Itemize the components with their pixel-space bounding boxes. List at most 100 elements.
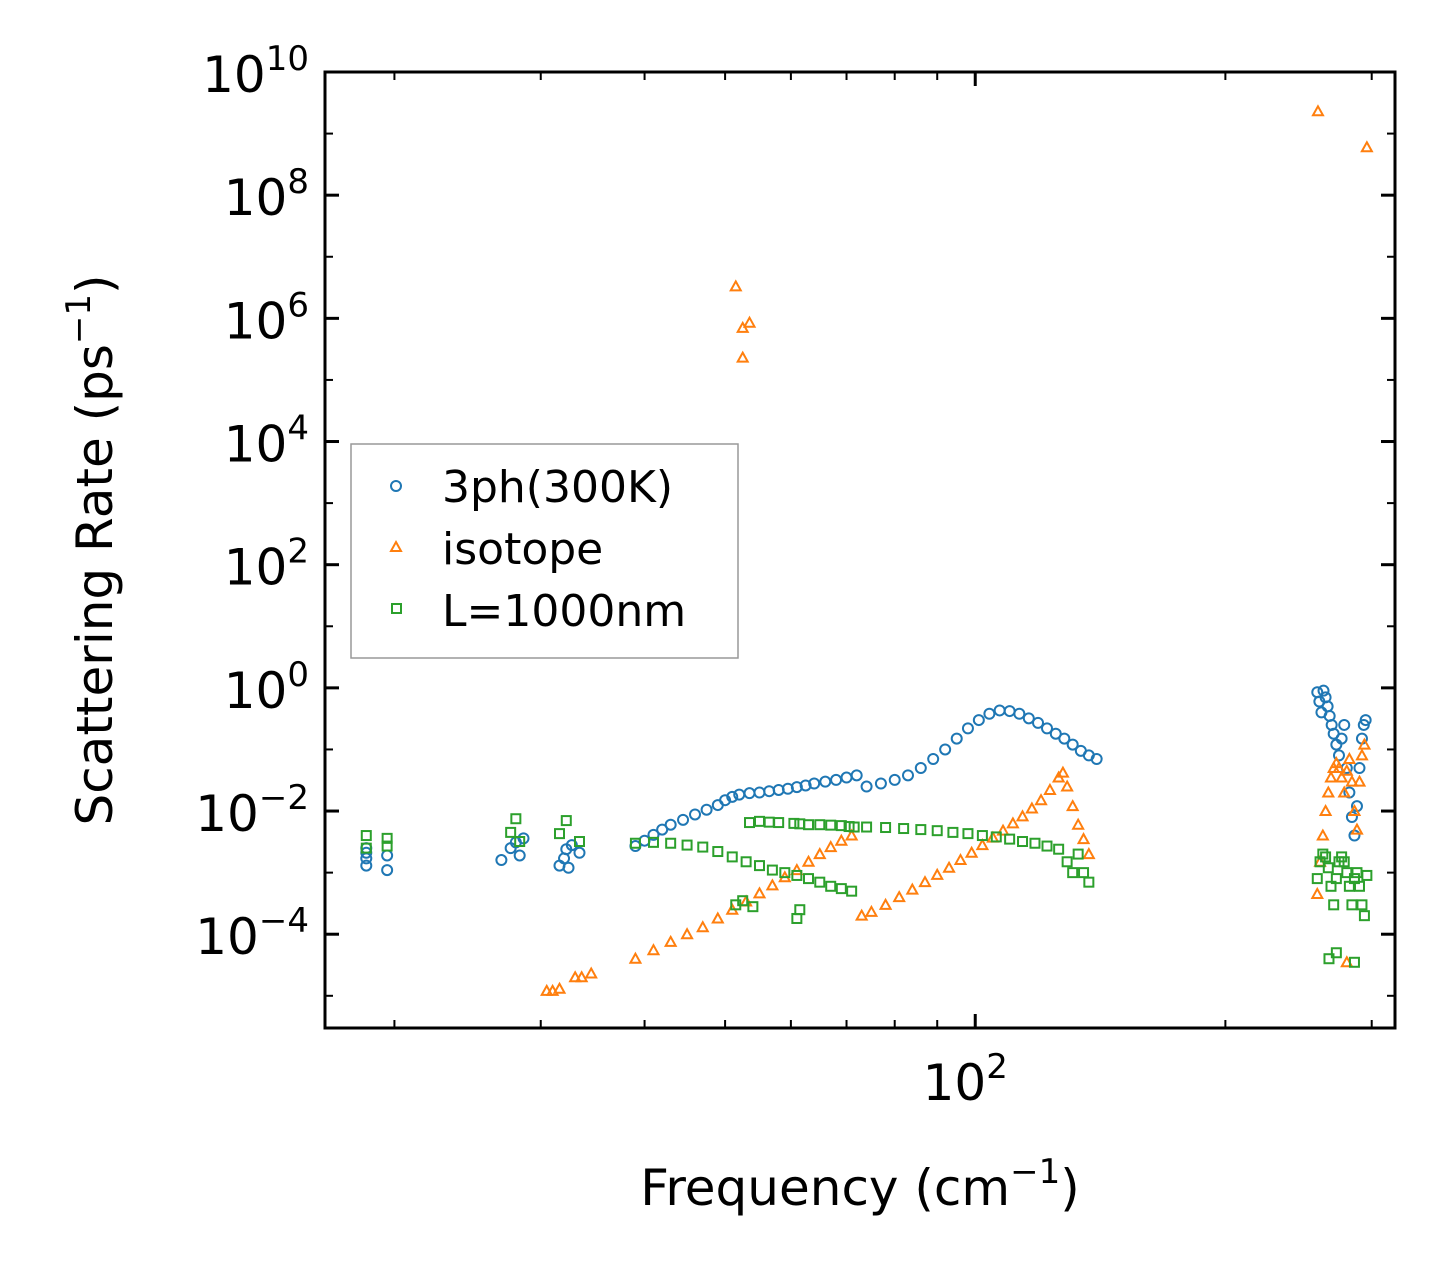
data-point-l1000nm — [712, 846, 724, 858]
y-tick-label-base: 10 — [202, 46, 266, 104]
data-point-isotope — [696, 920, 710, 933]
data-point-l1000nm — [1317, 848, 1329, 860]
data-point-3ph — [914, 761, 927, 774]
data-point-l1000nm — [1311, 873, 1323, 885]
data-point-3ph — [1058, 732, 1071, 745]
data-point-l1000nm — [1004, 833, 1016, 845]
data-point-l1000nm — [381, 832, 393, 844]
y-tick-label-exp: 4 — [287, 409, 309, 449]
data-point-isotope — [790, 863, 804, 876]
data-point-3ph — [983, 707, 996, 720]
data-point-isotope — [1347, 803, 1362, 817]
data-point-l1000nm — [1353, 880, 1365, 892]
data-point-l1000nm — [744, 817, 756, 829]
data-point-3ph — [1003, 705, 1016, 718]
data-point-l1000nm — [1078, 867, 1090, 879]
data-point-l1000nm — [1320, 851, 1332, 863]
data-point-3ph — [677, 813, 690, 826]
data-point-isotope — [1034, 793, 1048, 806]
data-point-l1000nm — [1061, 856, 1073, 868]
x-axis-ticks: 102 — [393, 72, 1373, 1112]
data-point-3ph — [495, 854, 508, 867]
data-point-l1000nm — [835, 820, 847, 832]
data-point-3ph — [840, 771, 853, 784]
y-tick-label-base: 10 — [224, 292, 288, 350]
data-point-3ph — [360, 859, 373, 872]
data-point-isotope — [1321, 785, 1335, 798]
x-tick-label-base: 10 — [923, 1054, 987, 1112]
data-point-isotope — [646, 943, 661, 956]
data-point-3ph — [562, 861, 575, 874]
data-point-isotope — [844, 828, 859, 841]
data-point-l1000nm — [835, 883, 847, 895]
y-tick-label: 1010 — [202, 39, 309, 104]
data-point-l1000nm — [861, 821, 873, 833]
data-point-isotope — [1311, 104, 1325, 117]
data-point-isotope — [964, 845, 979, 858]
data-point-isotope — [996, 823, 1010, 836]
data-point-l1000nm — [788, 817, 800, 829]
data-point-isotope — [1337, 785, 1351, 798]
y-axis-title: Scattering Rate (ps−1) — [59, 274, 124, 825]
y-tick-label: 10−2 — [195, 778, 309, 843]
series-1 — [540, 104, 1374, 996]
data-point-l1000nm — [1322, 862, 1334, 874]
data-point-isotope — [729, 279, 743, 292]
data-point-l1000nm — [665, 837, 677, 849]
data-point-isotope — [1025, 801, 1039, 814]
data-point-isotope — [1352, 774, 1367, 787]
data-point-isotope — [1357, 737, 1372, 750]
data-point-3ph — [1041, 722, 1054, 735]
data-point-l1000nm — [1351, 867, 1363, 879]
data-point-isotope — [1043, 782, 1057, 795]
data-point-l1000nm — [1348, 956, 1360, 968]
data-point-3ph — [1338, 718, 1351, 731]
data-point-3ph — [647, 828, 660, 841]
data-point-3ph — [799, 779, 812, 792]
plot-frame — [323, 70, 1397, 1030]
data-point-l1000nm — [505, 826, 517, 838]
data-point-isotope — [628, 951, 643, 964]
data-point-l1000nm — [1083, 876, 1095, 888]
data-point-l1000nm — [990, 831, 1002, 843]
data-point-isotope — [752, 886, 767, 899]
y-tick-label-base: 10 — [224, 539, 288, 597]
data-point-l1000nm — [514, 836, 526, 848]
data-point-3ph — [1353, 761, 1366, 774]
data-point-l1000nm — [931, 825, 943, 837]
y-tick-label-exp: 10 — [266, 39, 309, 79]
series-2 — [360, 813, 1373, 968]
data-point-isotope — [1076, 832, 1091, 845]
data-point-isotope — [584, 966, 598, 979]
data-point-l1000nm — [1072, 848, 1084, 860]
data-point-3ph — [726, 790, 739, 803]
data-point-l1000nm — [1053, 843, 1065, 855]
data-point-isotope — [986, 830, 1000, 843]
data-point-isotope — [1060, 779, 1074, 792]
data-point-l1000nm — [647, 836, 659, 848]
data-point-isotope — [1015, 809, 1030, 822]
data-point-l1000nm — [1330, 947, 1342, 959]
data-point-l1000nm — [1358, 910, 1370, 922]
y-tick-label-exp: 2 — [287, 532, 309, 572]
data-point-isotope — [975, 838, 990, 851]
y-tick-label-base: 10 — [195, 908, 259, 966]
data-point-l1000nm — [1328, 899, 1340, 911]
data-point-l1000nm — [510, 813, 522, 825]
y-tick-label: 106 — [224, 285, 309, 350]
data-point-l1000nm — [747, 901, 759, 913]
y-tick-label-base: 10 — [224, 169, 288, 227]
data-point-l1000nm — [915, 824, 927, 836]
series-0 — [360, 684, 1372, 877]
legend-box — [350, 443, 739, 659]
data-point-l1000nm — [791, 912, 803, 924]
y-tick-label: 102 — [224, 532, 309, 597]
x-tick-label: 102 — [923, 1047, 1008, 1112]
data-point-isotope — [680, 927, 694, 940]
data-points — [360, 104, 1374, 996]
data-point-3ph — [1066, 738, 1079, 751]
data-point-l1000nm — [814, 819, 826, 831]
data-point-l1000nm — [1341, 867, 1353, 879]
